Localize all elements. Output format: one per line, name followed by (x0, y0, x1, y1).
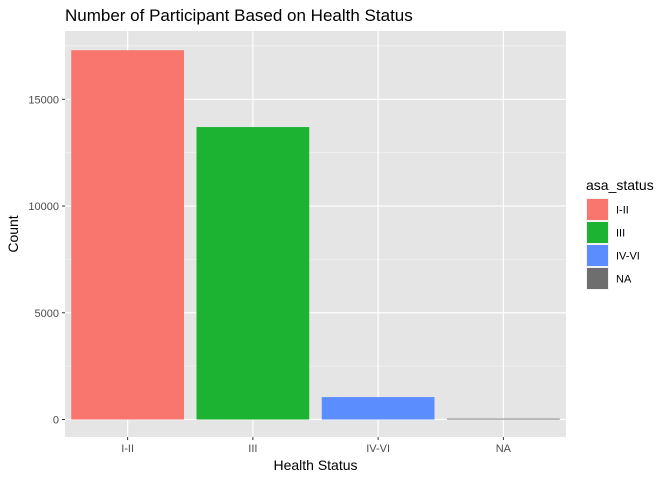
legend-label: I-II (616, 205, 629, 217)
y-tick-label: 15000 (28, 94, 59, 106)
y-tick-label: 5000 (35, 308, 59, 320)
legend: asa_status I-II III IV-VI NA (586, 177, 654, 290)
legend-label: III (616, 228, 625, 240)
bar-iii (196, 127, 310, 420)
legend-label: NA (616, 274, 632, 286)
x-axis: I-II III IV-VI NA (121, 437, 512, 455)
legend-items: I-II III IV-VI NA (586, 198, 640, 290)
x-axis-title: Health Status (273, 457, 357, 473)
x-tick-label: IV-VI (366, 443, 390, 455)
legend-swatch (587, 245, 608, 266)
y-axis: 0 5000 10000 15000 (28, 94, 65, 427)
bar-i-ii (71, 50, 184, 420)
legend-swatch (587, 199, 608, 220)
chart-title: Number of Participant Based on Health St… (65, 6, 413, 25)
legend-swatch (587, 222, 608, 243)
y-tick-label: 0 (53, 415, 59, 427)
legend-label: IV-VI (616, 251, 640, 263)
y-tick-label: 10000 (28, 201, 59, 213)
bars (71, 50, 560, 420)
x-tick-label: III (248, 443, 257, 455)
bar-na (447, 418, 560, 420)
bar-iv-vi (321, 397, 435, 420)
x-tick-label: I-II (121, 443, 134, 455)
legend-title: asa_status (586, 177, 654, 193)
x-tick-label: NA (496, 443, 512, 455)
legend-swatch (587, 268, 608, 289)
y-axis-title: Count (5, 215, 21, 252)
